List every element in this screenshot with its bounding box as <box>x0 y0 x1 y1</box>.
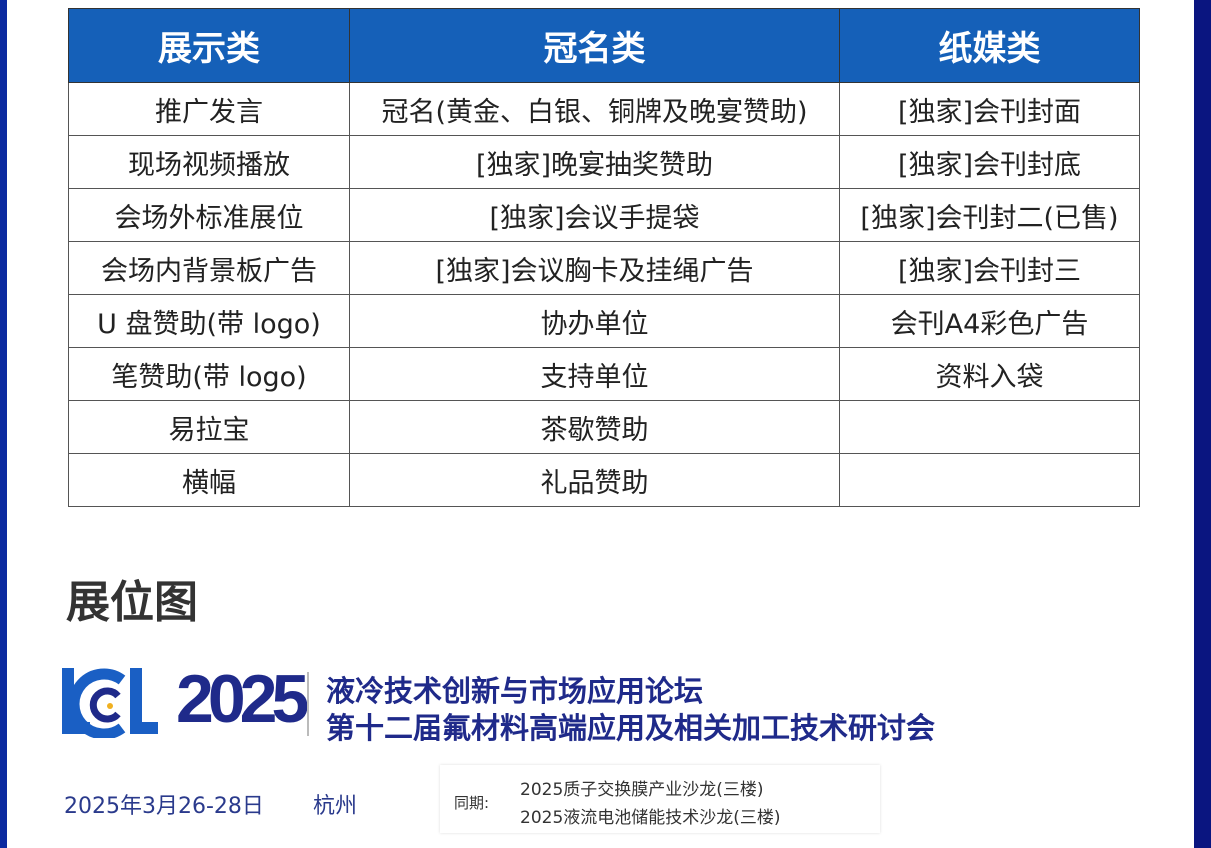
table-cell: 推广发言 <box>68 82 350 136</box>
table-row: U 盘赞助(带 logo) 协办单位 会刊A4彩色广告 <box>68 294 1140 348</box>
table-row: 会场内背景板广告 [独家]会议胸卡及挂绳广告 [独家]会刊封三 <box>68 241 1140 295</box>
table-cell: 会场外标准展位 <box>68 188 350 242</box>
table-cell: 会刊A4彩色广告 <box>839 294 1140 348</box>
concurrent-label: 同期: <box>454 794 490 812</box>
column-header: 展示类 <box>68 8 350 83</box>
section-title: 展位图 <box>66 577 198 628</box>
table-cell: [独家]会议胸卡及挂绳广告 <box>349 241 840 295</box>
table-row: 现场视频播放 [独家]晚宴抽奖赞助 [独家]会刊封底 <box>68 135 1140 189</box>
table-cell: 横幅 <box>68 453 350 507</box>
table-cell: U 盘赞助(带 logo) <box>68 294 350 348</box>
banner-divider <box>307 672 309 736</box>
table-cell: [独家]会刊封三 <box>839 241 1140 295</box>
table-cell: 冠名(黄金、白银、铜牌及晚宴赞助) <box>349 82 840 136</box>
table-row: 推广发言 冠名(黄金、白银、铜牌及晚宴赞助) [独家]会刊封面 <box>68 82 1140 136</box>
column-header: 冠名类 <box>349 8 840 83</box>
table-cell: 协办单位 <box>349 294 840 348</box>
concurrent-event: 2025液流电池储能技术沙龙(三楼) <box>520 808 781 828</box>
lcel-logo <box>62 668 158 738</box>
table-cell: [独家]会刊封底 <box>839 135 1140 189</box>
table-cell: [独家]晚宴抽奖赞助 <box>349 135 840 189</box>
table-cell: 会场内背景板广告 <box>68 241 350 295</box>
table-cell: 易拉宝 <box>68 400 350 454</box>
column-header: 纸媒类 <box>839 8 1140 83</box>
table-cell: 礼品赞助 <box>349 453 840 507</box>
event-title-line1: 液冷技术创新与市场应用论坛 <box>326 674 704 708</box>
table-cell: 笔赞助(带 logo) <box>68 347 350 401</box>
table-cell: [独家]会刊封面 <box>839 82 1140 136</box>
concurrent-events-box: 同期: 2025质子交换膜产业沙龙(三楼) 2025液流电池储能技术沙龙(三楼) <box>440 765 880 833</box>
table-cell <box>839 453 1140 507</box>
table-cell: 支持单位 <box>349 347 840 401</box>
right-border-bar <box>1194 0 1211 848</box>
event-year: 2025 <box>176 661 309 737</box>
table-row: 易拉宝 茶歇赞助 <box>68 400 1140 454</box>
table-cell: [独家]会议手提袋 <box>349 188 840 242</box>
table-cell: 茶歇赞助 <box>349 400 840 454</box>
sponsorship-table: 展示类 冠名类 纸媒类 推广发言 冠名(黄金、白银、铜牌及晚宴赞助) [独家]会刊封面现… <box>68 8 1140 507</box>
table-cell: 现场视频播放 <box>68 135 350 189</box>
concurrent-event: 2025质子交换膜产业沙龙(三楼) <box>520 780 764 800</box>
left-border-bar <box>0 0 7 848</box>
table-cell: [独家]会刊封二(已售) <box>839 188 1140 242</box>
event-date: 2025年3月26-28日 <box>64 794 264 819</box>
table-row: 横幅 礼品赞助 <box>68 453 1140 507</box>
table-header-row: 展示类 冠名类 纸媒类 <box>68 8 1140 83</box>
table-row: 会场外标准展位 [独家]会议手提袋 [独家]会刊封二(已售) <box>68 188 1140 242</box>
event-title-line2: 第十二届氟材料高端应用及相关加工技术研讨会 <box>326 711 936 745</box>
table-cell: 资料入袋 <box>839 347 1140 401</box>
table-cell <box>839 400 1140 454</box>
event-city: 杭州 <box>313 794 358 819</box>
table-row: 笔赞助(带 logo) 支持单位 资料入袋 <box>68 347 1140 401</box>
